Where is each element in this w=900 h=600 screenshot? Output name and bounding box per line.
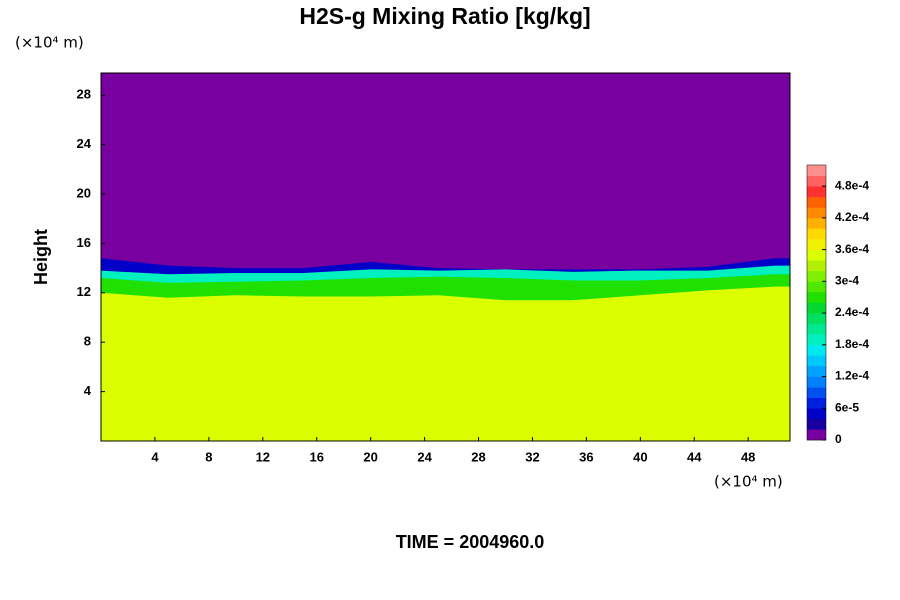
colorbar-tick-label: 1.8e-4 [835, 337, 869, 351]
colorbar-swatch [807, 239, 826, 250]
x-tick-label: 32 [525, 449, 539, 464]
colorbar-swatch [807, 355, 826, 367]
time-label: TIME = 2004960.0 [396, 532, 545, 552]
colorbar-swatch [807, 217, 826, 229]
colorbar-tick-label: 3.6e-4 [835, 242, 869, 256]
colorbar-tick-label: 4.8e-4 [835, 178, 869, 192]
colorbar-swatch [807, 228, 826, 240]
colorbar-tick-label: 2.4e-4 [835, 305, 869, 319]
y-tick-label: 16 [77, 235, 91, 250]
x-tick-label: 8 [205, 449, 212, 464]
x-tick-label: 12 [256, 449, 270, 464]
colorbar-frame [806, 164, 827, 441]
colorbar-swatch [807, 270, 826, 282]
y-tick-label: 4 [84, 383, 92, 398]
colorbar-tick-label: 0 [835, 432, 842, 446]
colorbar-swatch [807, 344, 826, 356]
colorbar-tick-label: 1.2e-4 [835, 369, 869, 383]
colorbar-swatch [807, 260, 826, 272]
x-unit: (×10⁴ m) [714, 473, 783, 491]
y-tick-label: 28 [77, 87, 91, 102]
colorbar-tick-label: 6e-5 [835, 400, 859, 414]
x-tick-label: 48 [741, 449, 755, 464]
colorbar-swatch [807, 418, 826, 430]
colorbar-swatch [807, 186, 826, 198]
plot-frame [100, 72, 791, 442]
colorbar-swatch [807, 408, 826, 420]
colorbar-tick-label: 4.2e-4 [835, 210, 869, 224]
x-tick-label: 16 [309, 449, 323, 464]
y-axis-label: Height [31, 229, 51, 285]
y-tick-label: 12 [77, 284, 91, 299]
x-tick-label: 20 [363, 449, 377, 464]
y-tick-label: 20 [77, 185, 91, 200]
chart-title: H2S-g Mixing Ratio [kg/kg] [299, 3, 590, 29]
y-tick-label: 8 [84, 334, 91, 349]
colorbar-swatch [807, 249, 826, 261]
x-tick-label: 40 [633, 449, 647, 464]
x-tick-label: 28 [471, 449, 485, 464]
colorbar-swatch [807, 165, 826, 176]
colorbar-swatch [807, 313, 826, 324]
colorbar-swatch [807, 175, 826, 187]
colorbar-swatch [807, 376, 826, 388]
x-tick-label: 24 [417, 449, 432, 464]
colorbar-swatch [807, 334, 826, 346]
colorbar-swatch [807, 281, 826, 293]
x-tick-label: 36 [579, 449, 593, 464]
colorbar-swatch [807, 207, 826, 219]
y-tick-label: 24 [77, 136, 92, 151]
x-tick-label: 4 [151, 449, 159, 464]
contour-region [101, 286, 790, 441]
colorbar-swatch [807, 291, 826, 303]
colorbar-swatch [807, 397, 826, 409]
colorbar-swatch [807, 196, 826, 208]
x-tick-label: 44 [687, 449, 702, 464]
colorbar-swatch [807, 387, 826, 398]
colorbar-tick-label: 3e-4 [835, 274, 859, 288]
colorbar-swatch [807, 429, 826, 441]
colorbar-swatch [807, 323, 826, 335]
y-unit: (×10⁴ m) [15, 34, 84, 52]
colorbar-swatch [807, 365, 826, 377]
colorbar-swatch [807, 302, 826, 314]
